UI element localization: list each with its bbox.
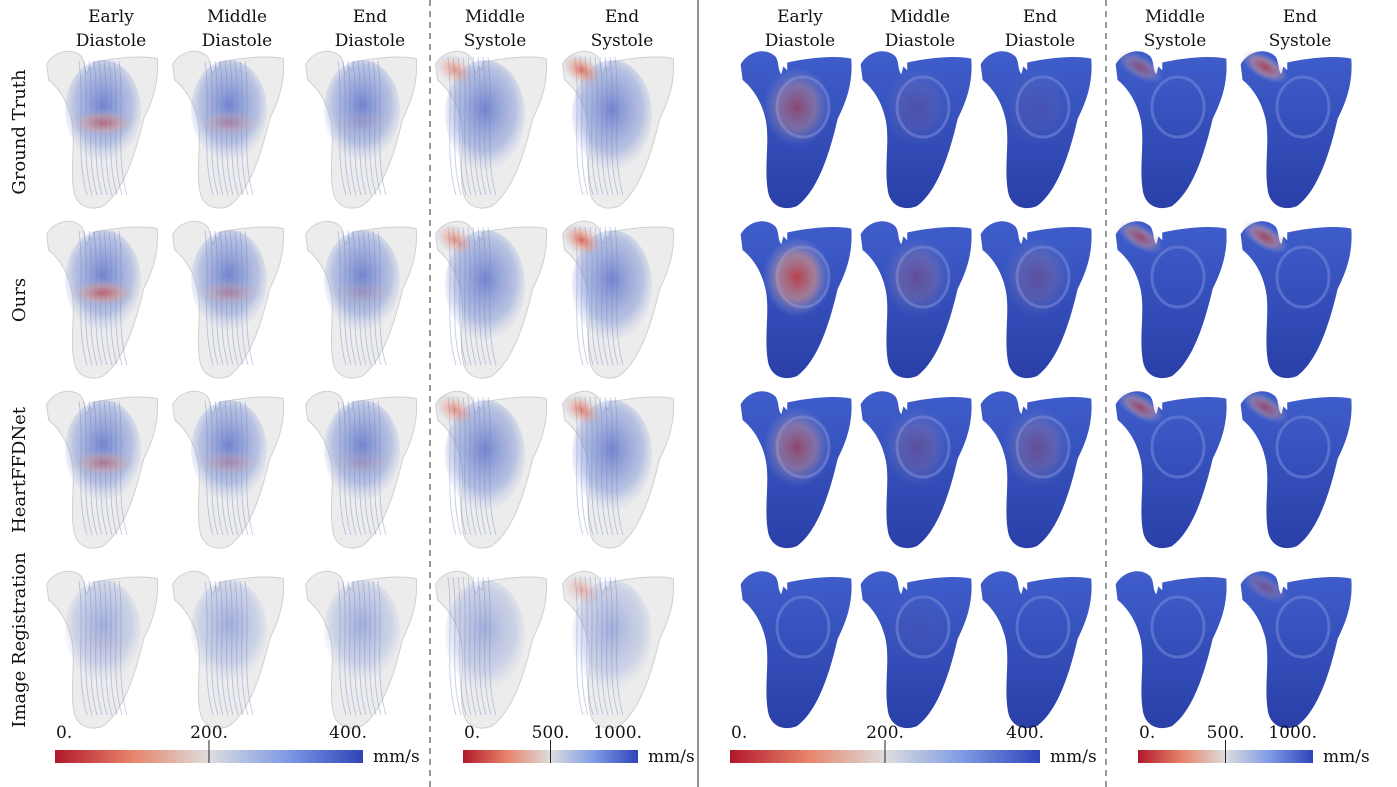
colorbar-tick-streamlines-systole-2: 1000.: [593, 723, 642, 743]
col-header-surface-diastole-0-0: Early: [777, 7, 823, 27]
heart-streamlines-systole-r3-c0: [434, 570, 548, 729]
col-header-surface-systole-1-0: End: [1283, 7, 1317, 27]
heart-streamlines-diastole-r3-c2: [305, 570, 418, 729]
heart-streamlines-diastole-r0-c0: [46, 50, 159, 209]
heart-surface-diastole-r1-c1: [860, 221, 972, 379]
col-header-streamlines-diastole-2-1: Diastole: [335, 31, 406, 51]
heart-streamlines-systole-r1-c1: [561, 220, 675, 379]
col-header-streamlines-systole-1-0: End: [605, 7, 639, 27]
heart-surface-systole-r0-c1: [1240, 50, 1352, 209]
heart-surface-diastole-r1-c0: [740, 221, 852, 379]
heart-streamlines-systole-r3-c1: [561, 570, 675, 729]
heart-surface-systole-r1-c1: [1240, 220, 1352, 379]
colorbar-tick-surface-systole-0: 0.: [1139, 723, 1155, 743]
colorbar-tick-streamlines-diastole-1: 200.: [190, 723, 228, 743]
row-label-image-registration: Image Registration: [9, 552, 30, 728]
colorbar-tick-streamlines-systole-1: 500.: [532, 723, 570, 743]
heart-streamlines-diastole-r1-c0: [46, 220, 159, 379]
heart-surface-diastole-r3-c0: [740, 571, 852, 729]
heart-streamlines-systole-r2-c1: [561, 390, 675, 549]
heart-streamlines-diastole-r3-c0: [46, 570, 159, 729]
heart-surface-diastole-r0-c1: [860, 51, 972, 209]
heart-streamlines-diastole-r3-c1: [172, 570, 285, 729]
heart-surface-systole-r3-c0: [1115, 571, 1227, 729]
colorbar-tick-surface-systole-2: 1000.: [1268, 723, 1317, 743]
heart-streamlines-diastole-r0-c1: [172, 50, 285, 209]
col-header-surface-diastole-0-1: Diastole: [765, 31, 836, 51]
heart-streamlines-systole-r0-c0: [434, 50, 548, 209]
colorbar-tick-surface-systole-1: 500.: [1207, 723, 1245, 743]
heart-surface-diastole-r0-c0: [740, 51, 852, 209]
col-header-surface-diastole-2-1: Diastole: [1005, 31, 1076, 51]
heart-streamlines-diastole-r0-c2: [305, 50, 418, 209]
heart-streamlines-diastole-r2-c0: [46, 390, 159, 549]
heart-surface-diastole-r3-c1: [860, 571, 972, 729]
heart-surface-diastole-r1-c2: [980, 221, 1092, 379]
col-header-surface-diastole-1-0: Middle: [890, 7, 950, 27]
col-header-surface-systole-0-0: Middle: [1145, 7, 1205, 27]
heart-surface-diastole-r3-c2: [980, 571, 1092, 729]
colorbar-tick-streamlines-diastole-2: 400.: [329, 723, 367, 743]
col-header-surface-systole-0-1: Systole: [1144, 31, 1207, 51]
colorbar-tick-surface-diastole-1: 200.: [866, 723, 904, 743]
colorbar-unit-streamlines-diastole: mm/s: [373, 747, 420, 767]
col-header-streamlines-systole-0-0: Middle: [465, 7, 525, 27]
heart-surface-diastole-r2-c0: [740, 391, 852, 549]
row-label-ground-truth: Ground Truth: [9, 69, 30, 195]
heart-surface-systole-r2-c1: [1240, 390, 1352, 549]
col-header-streamlines-diastole-1-1: Diastole: [202, 31, 273, 51]
heart-surface-diastole-r0-c2: [980, 51, 1092, 209]
heart-surface-systole-r1-c0: [1115, 220, 1227, 379]
col-header-streamlines-systole-0-1: Systole: [464, 31, 527, 51]
heart-surface-diastole-r2-c1: [860, 391, 972, 549]
colorbar-unit-surface-systole: mm/s: [1323, 747, 1370, 767]
column-headers: Early Diastole Middle Diastole End Diastole Mi…: [76, 7, 1332, 51]
colorbar-unit-streamlines-systole: mm/s: [648, 747, 695, 767]
col-header-streamlines-diastole-1-0: Middle: [207, 7, 267, 27]
col-header-surface-diastole-2-0: End: [1023, 7, 1057, 27]
col-header-streamlines-diastole-2-0: End: [353, 7, 387, 27]
col-header-surface-systole-1-1: Systole: [1269, 31, 1332, 51]
heart-streamlines-diastole-r1-c2: [305, 220, 418, 379]
heart-surface-systole-r0-c0: [1115, 50, 1227, 209]
heart-surface-systole-r2-c0: [1115, 390, 1227, 549]
heart-streamlines-diastole-r1-c1: [172, 220, 285, 379]
heart-streamlines-diastole-r2-c2: [305, 390, 418, 549]
colorbar-tick-streamlines-systole-0: 0.: [464, 723, 480, 743]
col-header-streamlines-diastole-0-1: Diastole: [76, 31, 147, 51]
heart-streamlines-systole-r0-c1: [561, 50, 675, 209]
heart-surface-systole-r3-c1: [1240, 570, 1352, 729]
heart-streamlines-diastole-r2-c1: [172, 390, 285, 549]
colorbar-tick-surface-diastole-2: 400.: [1006, 723, 1044, 743]
heart-surface-diastole-r2-c2: [980, 391, 1092, 549]
heart-grid: [46, 50, 1352, 729]
row-label-heartffdnet: HeartFFDNet: [9, 406, 30, 533]
colorbars: 0. 200. 400. mm/s 0. 500. 1000. mm/s 0. 200. 400. m…: [55, 723, 1370, 767]
colorbar-unit-surface-diastole: mm/s: [1050, 747, 1097, 767]
row-label-ours: Ours: [9, 278, 30, 322]
heart-streamlines-systole-r1-c0: [434, 220, 548, 379]
heart-streamlines-systole-r2-c0: [434, 390, 548, 549]
colorbar-tick-surface-diastole-0: 0.: [731, 723, 747, 743]
col-header-surface-diastole-1-1: Diastole: [885, 31, 956, 51]
col-header-streamlines-diastole-0-0: Early: [88, 7, 134, 27]
col-header-streamlines-systole-1-1: Systole: [591, 31, 654, 51]
colorbar-tick-streamlines-diastole-0: 0.: [56, 723, 72, 743]
